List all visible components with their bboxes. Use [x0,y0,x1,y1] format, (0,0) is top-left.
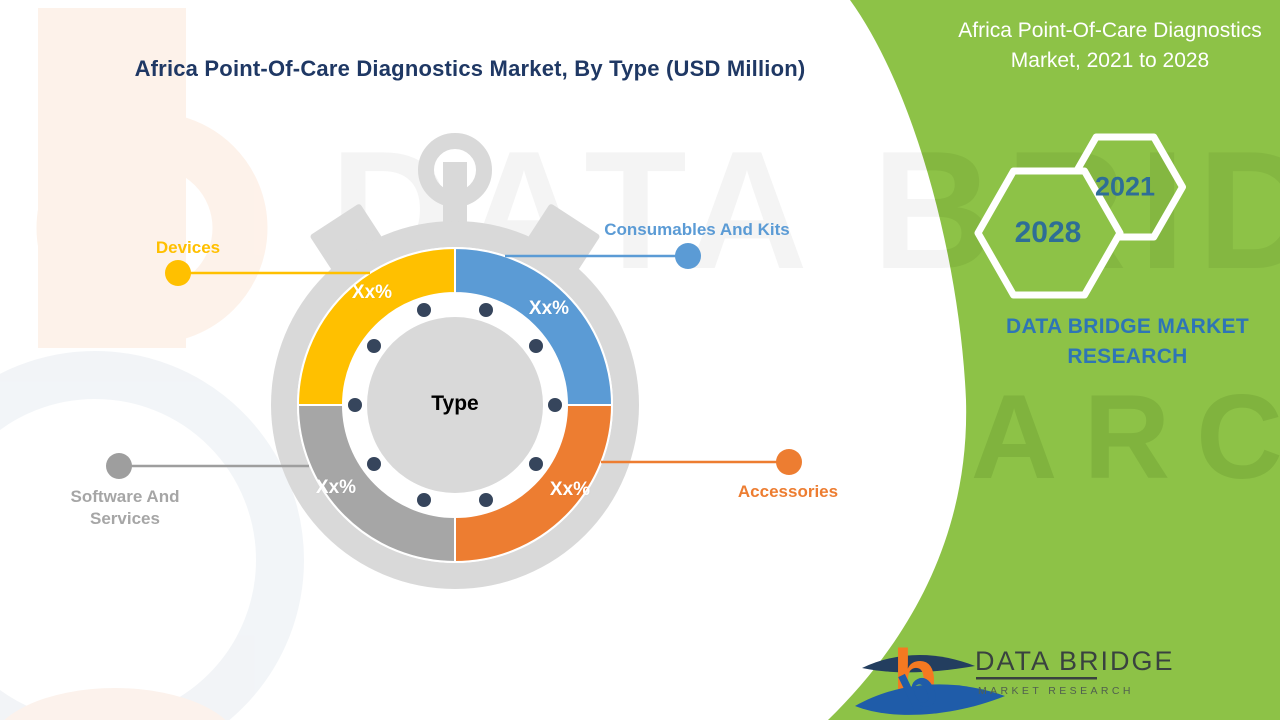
clock-dot [417,303,431,317]
green-watermark-secondary: RESEARCH [540,370,1280,504]
data-bridge-logo: b b DATA BRIDGE MARKET RESEARCH [855,636,1175,720]
clock-dot [529,339,543,353]
clock-dot [529,457,543,471]
watermark-peach-arc [4,688,226,720]
year-2028-label: 2028 [1014,216,1082,249]
clock-dot [367,339,381,353]
logo-wordmark: DATA BRIDGE [975,646,1175,676]
value-devices: Xx% [351,282,393,303]
value-consumables-and-kits: Xx% [528,298,570,319]
clock-dot [548,398,562,412]
value-software-and-services: Xx% [315,477,357,498]
clock-dots [348,303,562,507]
stopwatch-chart [271,133,639,589]
logo-dark-swoosh [862,655,975,673]
center-hub [367,317,543,493]
legend-devices: Devices [155,237,221,257]
logo-blue-swoosh [855,684,1005,715]
brand-line: DATA BRIDGE MARKET RESEARCH [1006,315,1249,369]
year-2021-label: 2021 [1094,171,1156,202]
legend-software-and-services: Software And Services [70,486,180,528]
donut-center-label: Type [431,392,479,415]
clock-dot [417,493,431,507]
year-hexagons [974,133,1186,299]
green-panel-title: Africa Point-Of-Care Diagnostics Market,… [958,19,1262,73]
clock-dot [479,303,493,317]
clock-dot [367,457,381,471]
clock-dot [348,398,362,412]
green-panel [828,0,1280,720]
pale-logo-watermark [0,8,304,720]
stopwatch-right-button [528,204,600,270]
stopwatch-left-button [310,204,382,270]
software-callout-dot [106,453,132,479]
clock-dot [479,493,493,507]
donut-segments [296,246,614,564]
logo-underline [976,677,1097,680]
logo-subtext: MARKET RESEARCH [978,685,1134,697]
legend-accessories: Accessories [737,481,839,501]
callouts [106,243,802,479]
hexagon-2028 [974,167,1124,299]
consumables-callout-dot [675,243,701,269]
segment-devices [296,246,456,406]
devices-callout-dot [165,260,191,286]
watermark-b-bowl [36,112,268,344]
legend-consumables-and-kits: Consumables And Kits [604,219,790,239]
chart-title: Africa Point-Of-Care Diagnostics Market,… [134,56,806,81]
accessories-callout-dot [776,449,802,475]
watermark-swoosh [0,351,304,720]
value-accessories: Xx% [549,479,591,500]
